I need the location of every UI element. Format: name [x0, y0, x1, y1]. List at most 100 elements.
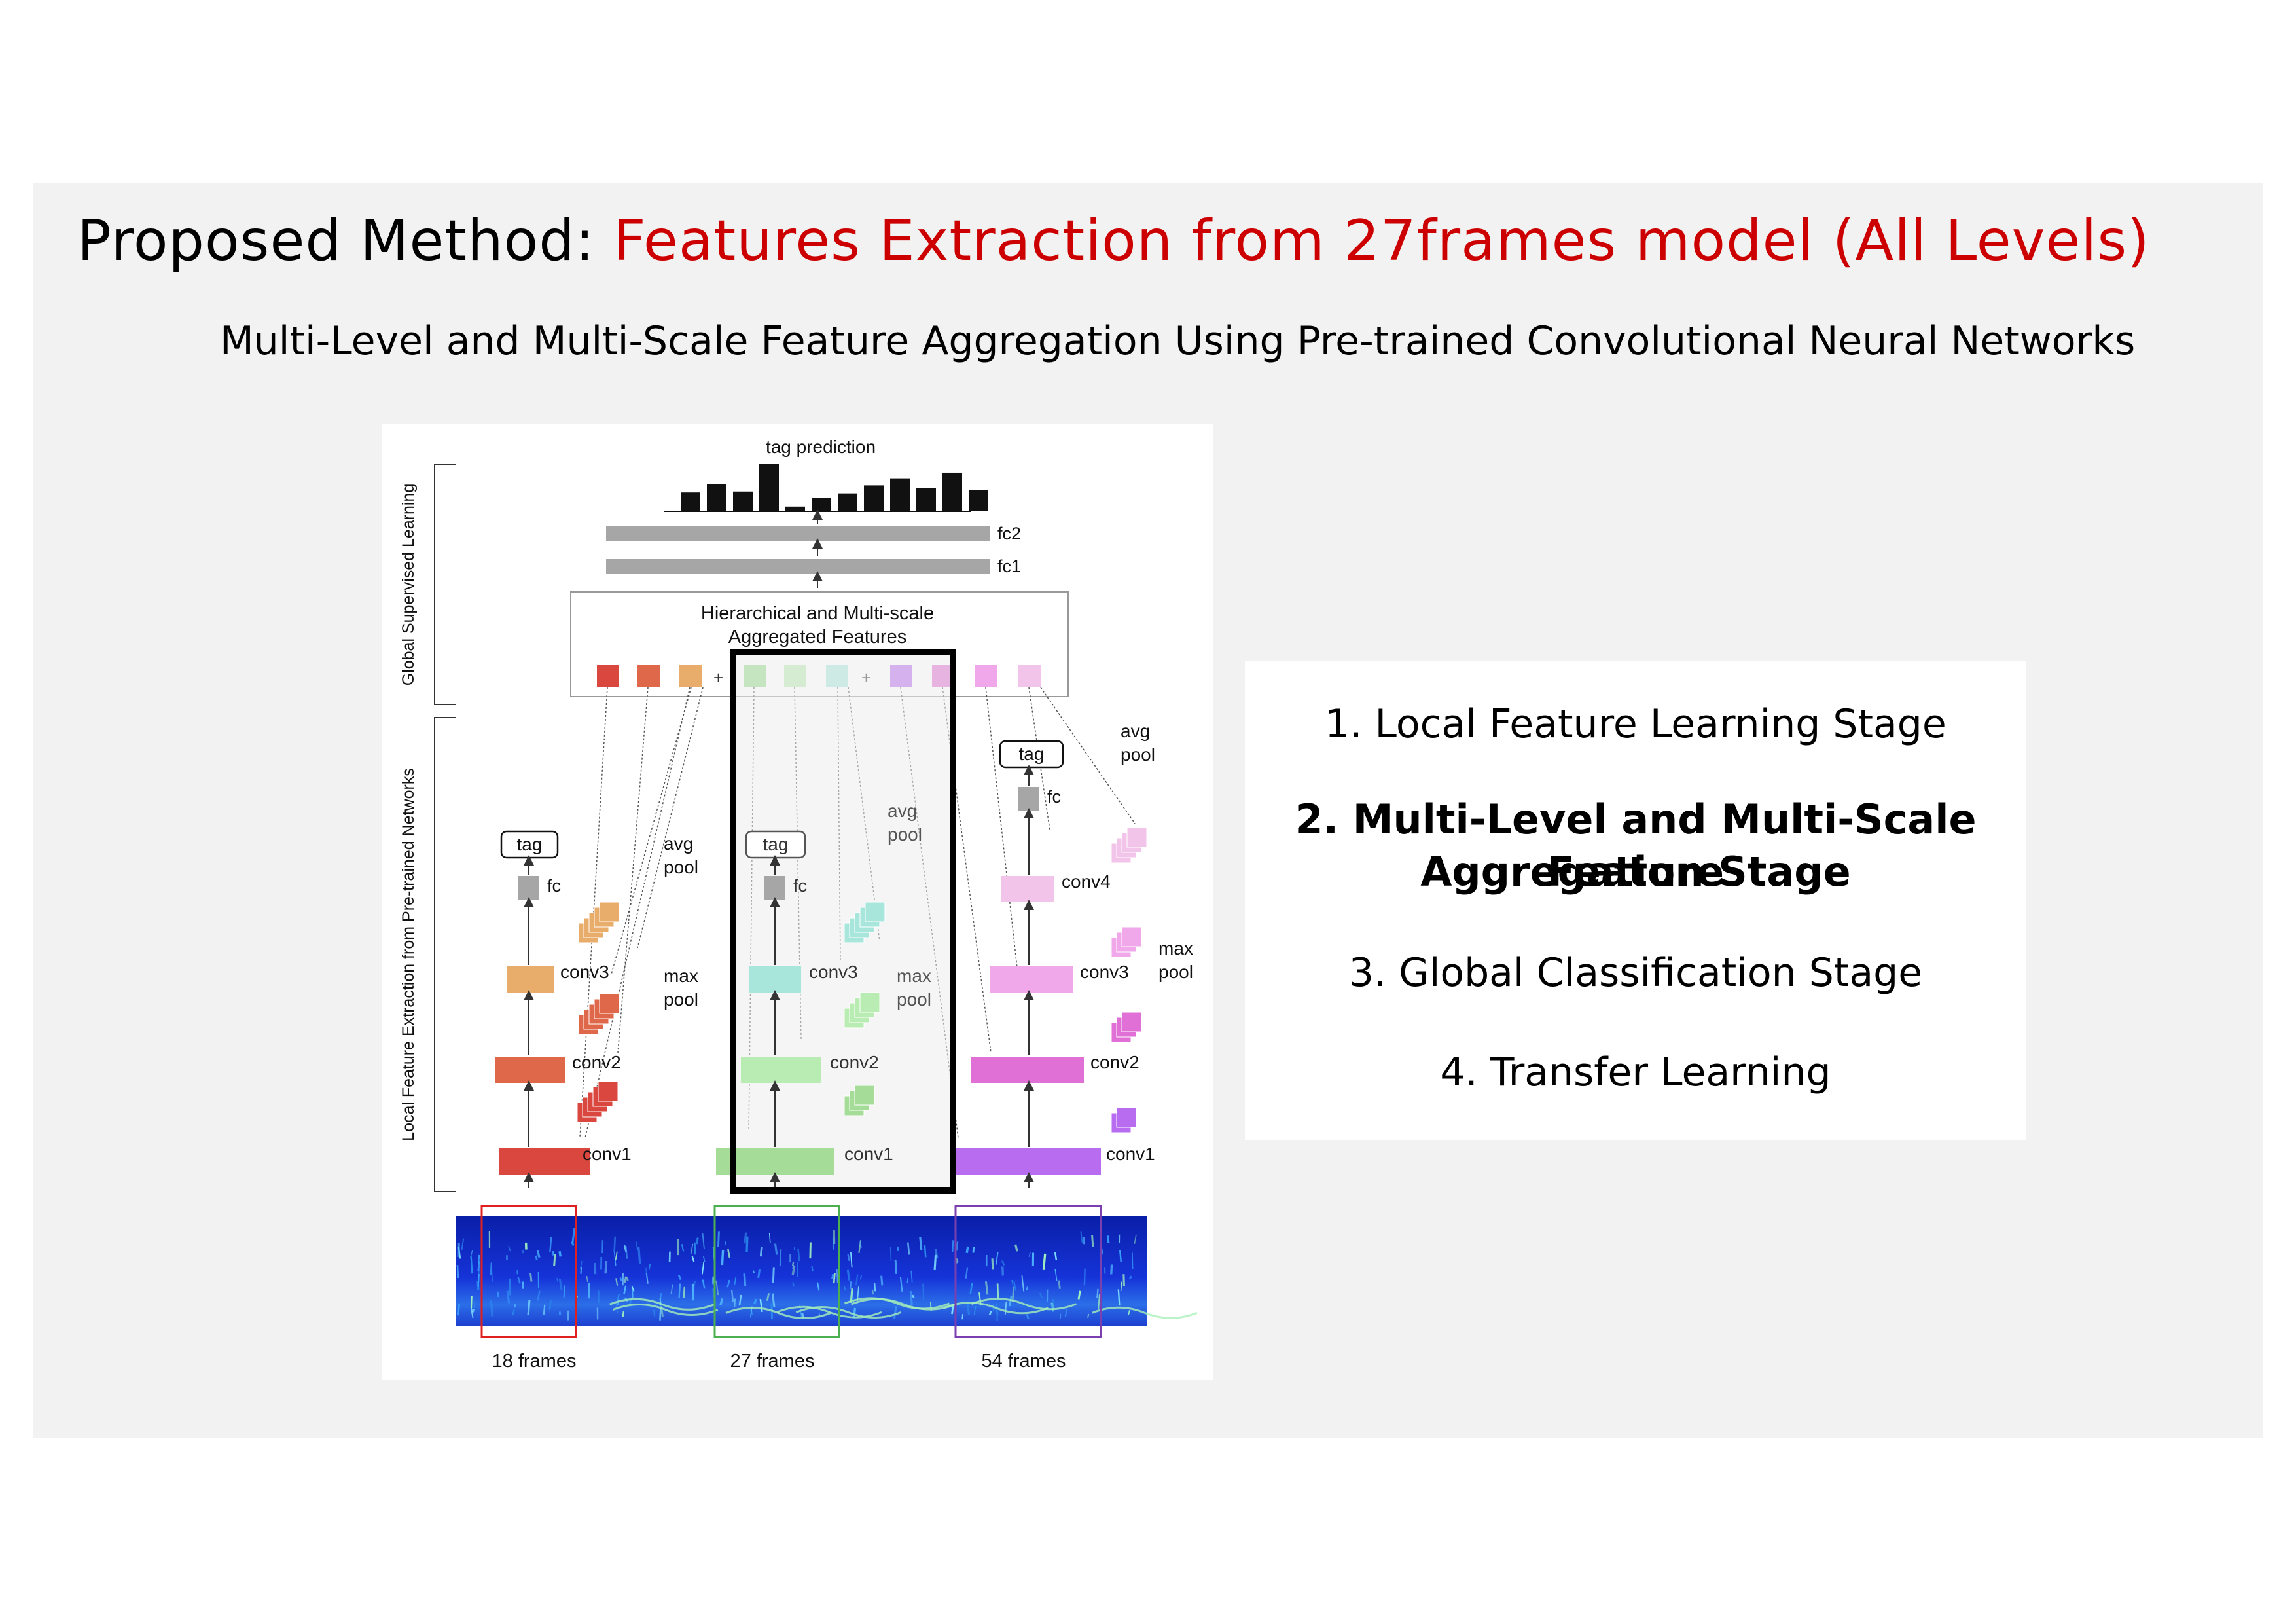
spectrogram-streak [1080, 1231, 1083, 1243]
stage-4: 4. Transfer Learning [1440, 1049, 1831, 1095]
col18-fc [518, 876, 539, 900]
spectrogram-streak [1026, 1286, 1028, 1290]
spectrogram-streak [859, 1275, 863, 1280]
col27-fc [764, 876, 785, 900]
spectrogram-streak [690, 1243, 694, 1254]
agg-title-line2: Aggregated Features [728, 627, 906, 647]
col54-avgpool-label-2: pool [1121, 744, 1155, 765]
col18-stack-conv3 [578, 902, 620, 943]
tag-prediction-label: tag prediction [766, 437, 876, 457]
spectrogram-streak [771, 1293, 776, 1308]
spectrogram-harmonic [851, 1298, 957, 1311]
spectrogram-streak [586, 1275, 588, 1283]
spectrogram-streak [912, 1294, 915, 1299]
spectrogram-streak [956, 1241, 959, 1251]
window-54-frames [954, 1205, 1102, 1338]
spectrogram-streak [648, 1264, 651, 1270]
spectrogram-streak [631, 1286, 635, 1292]
spectrogram-streak [961, 1313, 963, 1320]
spectrogram-streak [1083, 1237, 1085, 1245]
col54-fc-label: fc [1047, 787, 1061, 807]
spectrogram-streak [548, 1300, 552, 1310]
spectrogram-streak [906, 1242, 910, 1255]
spectrogram-streak [613, 1252, 617, 1266]
spectrogram-streak [1120, 1281, 1122, 1292]
slide-title: Proposed Method: Features Extraction fro… [77, 208, 2150, 274]
col27-conv2-label: conv2 [830, 1052, 879, 1072]
spectrogram-streak [801, 1313, 804, 1319]
spectrogram-streak [681, 1244, 685, 1252]
col54-tag-label: tag [1019, 744, 1045, 764]
spectrogram-streak [744, 1232, 747, 1244]
spectrogram-streak [909, 1290, 913, 1305]
spectrogram-streak [1110, 1264, 1113, 1275]
spectrogram-streak [622, 1311, 625, 1318]
side-label-local: Local Feature Extraction from Pre-traine… [399, 768, 418, 1141]
agg-feature-54-4 [1018, 665, 1041, 687]
spectrogram-streak [619, 1277, 622, 1281]
spectrogram-streak [1098, 1294, 1100, 1310]
bracket-global [434, 464, 456, 705]
spectrogram-streak [1005, 1301, 1007, 1315]
spectrogram-streak [470, 1250, 473, 1258]
spectrogram-streak [899, 1277, 903, 1292]
column-27-frames: conv1 conv2 conv3 fc tag max pool avg po… [716, 801, 931, 1188]
spectrogram-streak [910, 1270, 913, 1283]
col27-stack-conv3 [844, 902, 886, 943]
spectrogram-streak [1026, 1313, 1030, 1320]
col54-conv4 [1001, 876, 1054, 902]
stage-1: 1. Local Feature Learning Stage [1325, 701, 1946, 747]
spectrogram-streak [847, 1253, 850, 1262]
window-27-frames [713, 1205, 840, 1338]
spectrogram-streak [1054, 1269, 1058, 1281]
spectrogram-streak [478, 1254, 480, 1264]
histogram-bar [916, 488, 936, 511]
agg-feature-18-1 [597, 665, 619, 687]
spectrogram-streak [508, 1245, 511, 1252]
spectrogram-streak [753, 1298, 757, 1305]
spectrogram-streak [924, 1245, 927, 1258]
spectrogram-streak [715, 1280, 719, 1296]
architecture-diagram: Global Supervised Learning Local Feature… [399, 437, 1198, 1372]
spectrogram-streak [506, 1290, 511, 1304]
spectrogram-streak [1091, 1235, 1094, 1247]
spectrogram-streak [850, 1281, 852, 1289]
spectrogram-streak [873, 1283, 876, 1292]
title-prefix: Proposed Method: [77, 208, 614, 274]
histogram-bar [759, 464, 779, 511]
col54-stack-conv3 [1111, 926, 1142, 958]
spectrogram-streak [1021, 1275, 1025, 1292]
spectrogram-streak [702, 1256, 706, 1263]
col54-conv1-label: conv1 [1106, 1144, 1155, 1164]
spectrogram-streak [730, 1290, 734, 1303]
spectrogram-harmonic [971, 1298, 1077, 1311]
column-54-frames: conv1 conv2 conv3 conv4 fc tag max pool … [956, 721, 1193, 1188]
spectrogram-streak [683, 1286, 686, 1298]
frames-27-label: 27 frames [730, 1351, 815, 1372]
spectrogram-streak [1077, 1290, 1081, 1300]
spectrogram-streak [615, 1251, 618, 1261]
spectrogram-streak [809, 1242, 812, 1259]
histogram-bar [733, 491, 753, 511]
spectrogram-streak [855, 1274, 859, 1285]
col54-conv3 [990, 966, 1073, 993]
spectrogram-streak [702, 1233, 705, 1249]
spectrogram-streak [973, 1305, 977, 1316]
spectrogram-streak [1132, 1252, 1134, 1269]
spectrogram-streak [1106, 1235, 1110, 1243]
stages-panel: 1. Local Feature Learning Stage 2. Multi… [1245, 661, 2026, 1140]
spectrogram-streak [872, 1290, 874, 1295]
spectrogram-streak [490, 1300, 494, 1317]
col18-stack-conv2 [578, 993, 620, 1035]
spectrogram-streak [832, 1237, 834, 1250]
stage-3: 3. Global Classification Stage [1348, 950, 1923, 996]
spectrogram-harmonic [613, 1303, 719, 1316]
spectrogram-streak [517, 1277, 521, 1284]
spectrogram-streak [617, 1293, 620, 1302]
spectrogram-streak [846, 1269, 851, 1281]
spectrogram-streak [702, 1279, 706, 1289]
spectrogram-streak [726, 1249, 731, 1258]
tag-prediction-histogram [681, 464, 988, 511]
spectrogram-streak [859, 1241, 862, 1249]
spectrogram-streak [996, 1252, 999, 1265]
